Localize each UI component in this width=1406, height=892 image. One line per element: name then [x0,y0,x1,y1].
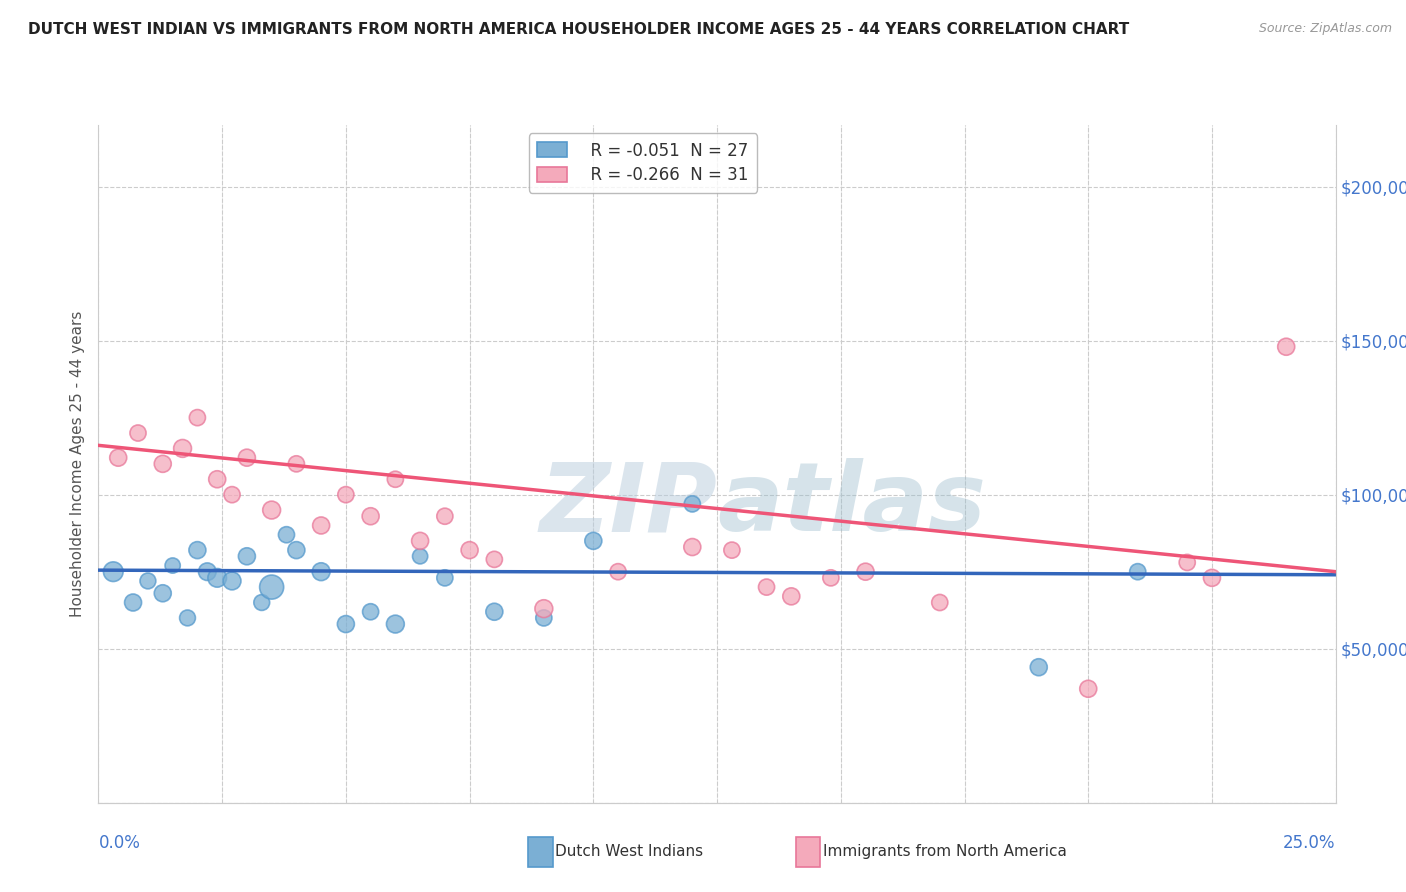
Text: Source: ZipAtlas.com: Source: ZipAtlas.com [1258,22,1392,36]
Point [152,586,174,600]
Point [221,488,243,502]
Point [681,497,703,511]
Point [122,595,145,609]
Point [309,518,332,533]
Point [260,503,283,517]
Text: ZIP: ZIP [538,458,717,551]
Point [458,543,481,558]
Point [1175,556,1198,570]
Point [433,571,456,585]
Point [409,533,432,548]
Point [195,565,218,579]
Point [176,611,198,625]
Point [1201,571,1223,585]
Point [681,540,703,554]
Point [721,543,744,558]
Point [127,425,149,440]
Point [103,565,125,579]
Point [1126,565,1149,579]
Point [152,457,174,471]
Point [205,472,228,486]
Point [309,565,332,579]
Point [1275,340,1298,354]
Point [607,565,630,579]
Point [285,543,308,558]
Point [433,509,456,524]
Point [250,595,273,609]
Text: 0.0%: 0.0% [98,834,141,852]
Text: atlas: atlas [717,458,986,551]
Point [107,450,129,465]
Y-axis label: Householder Income Ages 25 - 44 years: Householder Income Ages 25 - 44 years [70,310,86,617]
Point [855,565,877,579]
Point [186,410,208,425]
Point [276,527,298,541]
Text: Immigrants from North America: Immigrants from North America [823,845,1066,859]
Point [360,509,382,524]
Point [384,472,406,486]
Point [236,450,259,465]
Point [780,590,803,604]
Point [205,571,228,585]
Text: DUTCH WEST INDIAN VS IMMIGRANTS FROM NORTH AMERICA HOUSEHOLDER INCOME AGES 25 - : DUTCH WEST INDIAN VS IMMIGRANTS FROM NOR… [28,22,1129,37]
Point [186,543,208,558]
Point [162,558,184,573]
Point [360,605,382,619]
Legend:   R = -0.051  N = 27,   R = -0.266  N = 31: R = -0.051 N = 27, R = -0.266 N = 31 [529,133,756,193]
Point [484,605,506,619]
Point [928,595,950,609]
Text: Dutch West Indians: Dutch West Indians [555,845,703,859]
Point [820,571,842,585]
Point [533,601,555,615]
Point [136,574,159,588]
Point [335,617,357,632]
Point [260,580,283,594]
Point [409,549,432,564]
Text: 25.0%: 25.0% [1284,834,1336,852]
Point [1077,681,1099,696]
Point [285,457,308,471]
Point [484,552,506,566]
Point [172,442,194,456]
Point [755,580,778,594]
Point [221,574,243,588]
Point [384,617,406,632]
Point [335,488,357,502]
Point [582,533,605,548]
Point [533,611,555,625]
Point [236,549,259,564]
Point [1028,660,1050,674]
